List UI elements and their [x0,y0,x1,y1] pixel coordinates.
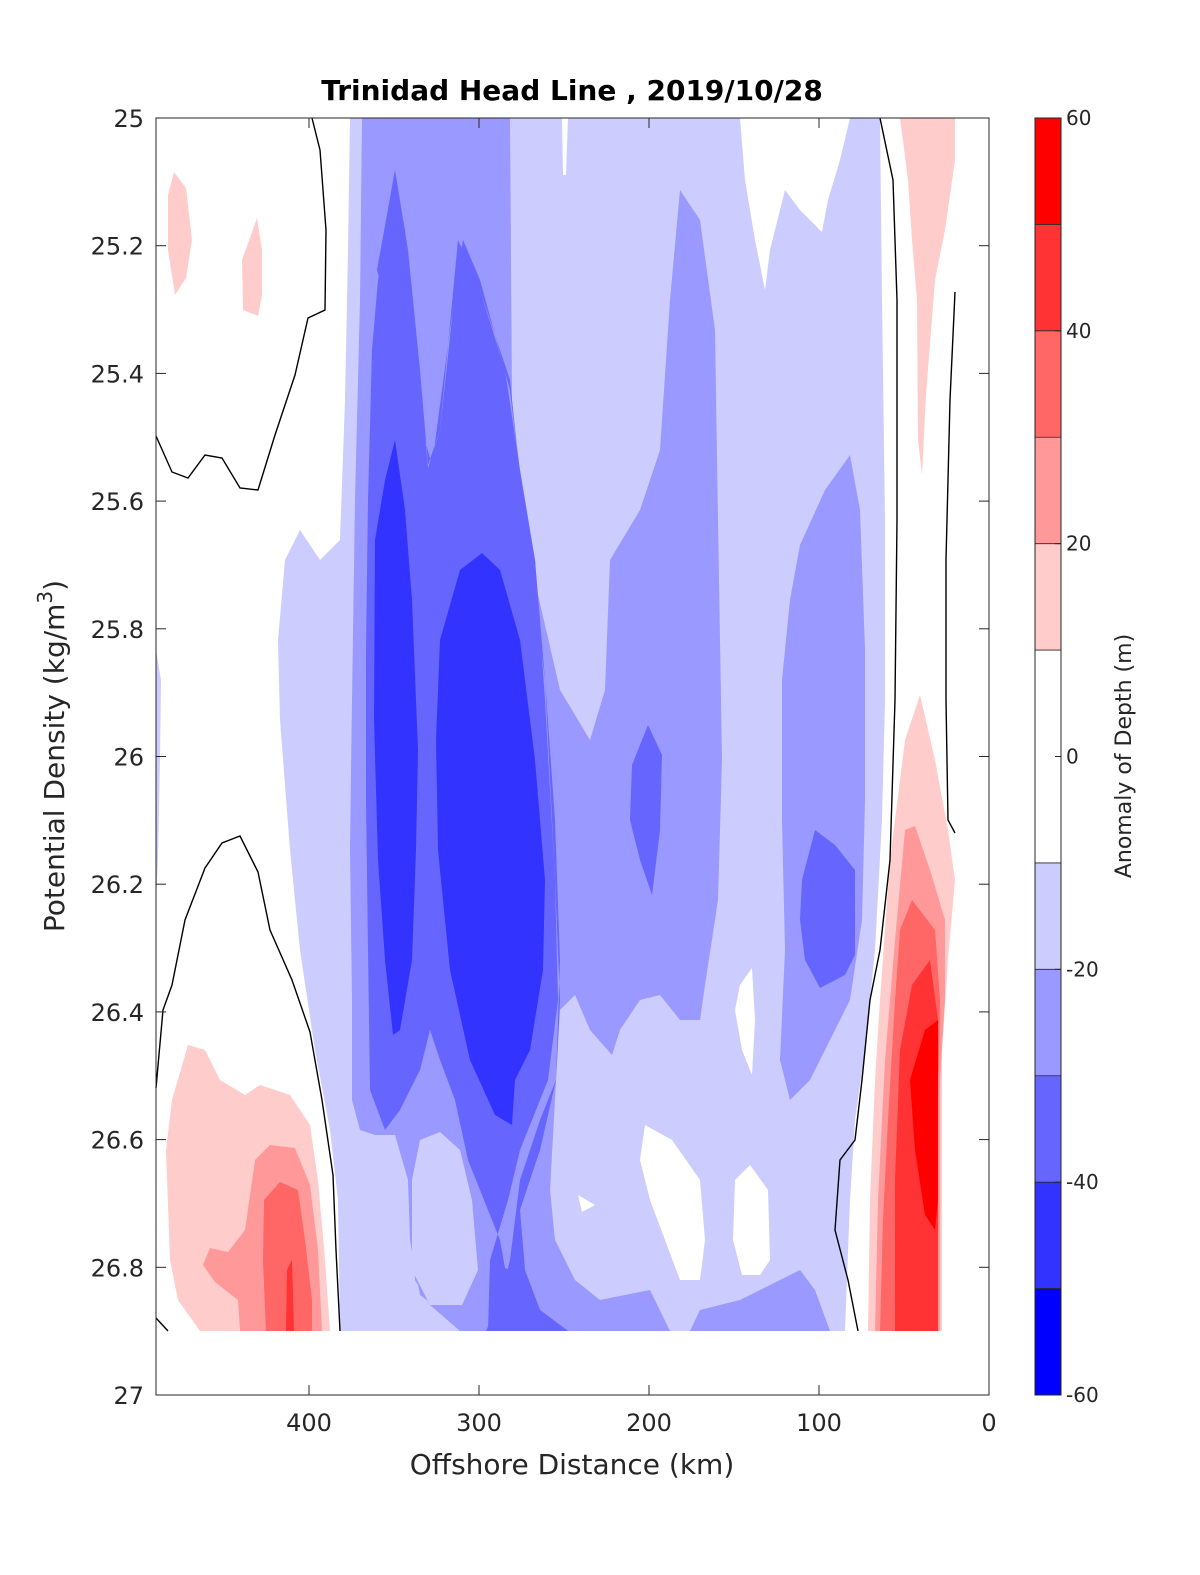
colorbar-label: Anomaly of Depth (m) [1112,634,1137,878]
colorbar-level-swatch [1035,224,1061,331]
contour-band-minus30-right [800,830,855,988]
zero-contour-line-topleft [155,117,327,491]
contour-band-plus50-right [910,1020,938,1230]
colorbar-tick-label: -20 [1066,957,1099,981]
colorbar: 60 40 20 0 -20 -40 -60 Anomaly of Depth (m) [1034,106,1137,1407]
contour-gap-top-mid [562,118,568,175]
colorbar-tick-label: -40 [1066,1170,1099,1194]
contour-band-minus30-edge [156,650,161,900]
contour-band-minus10-island [412,1132,478,1305]
contour-band-plus30-bottomleft [263,1182,312,1331]
plot-area: 400 300 200 100 0 25 25.2 25.4 25.6 25.8 26 26.2 26… [91,105,997,1437]
x-tick-label: 400 [286,1409,332,1437]
x-axis-label: Offshore Distance (km) [410,1448,735,1481]
colorbar-tick-label: 40 [1066,319,1091,343]
y-axis-label-superscript: 3 [33,591,57,604]
contour-gap-top-right [740,118,850,290]
colorbar-tick-label: 60 [1066,106,1091,130]
zero-contour-line-farright [945,291,956,834]
contour-fill-layer [155,117,956,1332]
zero-contour-line-leftedge [155,1317,169,1332]
contour-gap-lower-3 [735,968,755,1075]
colorbar-level-swatch [1035,118,1061,225]
y-axis-ticks: 25 25.2 25.4 25.6 25.8 26 26.2 26.4 26.6 26.8 27 [91,105,989,1410]
colorbar-level-swatch [1035,862,1061,970]
contour-band-minus40-a [374,440,418,1035]
y-tick-label: 25.8 [91,616,144,644]
x-tick-label: 200 [626,1409,672,1437]
colorbar-tick-label: 0 [1066,745,1079,769]
y-tick-label: 27 [113,1382,144,1410]
y-tick-label: 25 [113,105,144,133]
colorbar-level-swatch [1035,1182,1061,1289]
contour-band-plus10-topleft-a [168,172,192,295]
x-axis-ticks: 400 300 200 100 0 [286,118,997,1437]
colorbar-ticks: 60 40 20 0 -20 -40 -60 [1055,106,1099,1407]
zero-contour-line-right [834,117,898,1332]
x-tick-label: 0 [981,1409,996,1437]
contour-gap-lower-4 [578,1195,595,1212]
x-tick-label: 300 [456,1409,502,1437]
zero-contour-line-bottomleft [155,835,341,1332]
colorbar-level-swatch [1035,543,1061,651]
y-tick-label: 25.2 [91,233,144,261]
y-tick-label: 26.4 [91,999,144,1027]
colorbar-tick-label: -60 [1066,1383,1099,1407]
colorbar-level-swatch [1035,330,1061,438]
colorbar-level-swatch [1035,1075,1061,1183]
y-axis-label-suffix: ) [38,580,71,591]
contour-band-minus30-mid [630,725,662,895]
y-tick-label: 26.6 [91,1127,144,1155]
y-tick-label: 25.4 [91,360,144,388]
contour-gap-lower-1 [640,1125,705,1280]
y-tick-label: 25.6 [91,488,144,516]
y-axis-label: Potential Density (kg/m3) [33,580,71,932]
x-tick-label: 100 [796,1409,842,1437]
contour-band-minus20-bottom [690,1270,830,1331]
contour-band-plus40-bottomleft [286,1260,294,1331]
contour-gap-lower-2 [733,1165,770,1275]
y-tick-label: 26 [113,744,144,772]
colorbar-level-swatch [1035,969,1061,1076]
y-tick-label: 26.2 [91,871,144,899]
colorbar-level-swatch [1035,437,1061,544]
colorbar-level-swatch [1035,1288,1061,1395]
chart-title: Trinidad Head Line , 2019/10/28 [321,74,823,107]
y-axis-label-main: Potential Density (kg/m [38,604,71,933]
contour-band-plus10-topleft-b [242,218,262,316]
contour-band-plus10-right [900,118,955,475]
contour-band-minus40-b [436,553,545,1125]
colorbar-tick-label: 20 [1066,532,1091,556]
y-tick-label: 26.8 [91,1254,144,1282]
